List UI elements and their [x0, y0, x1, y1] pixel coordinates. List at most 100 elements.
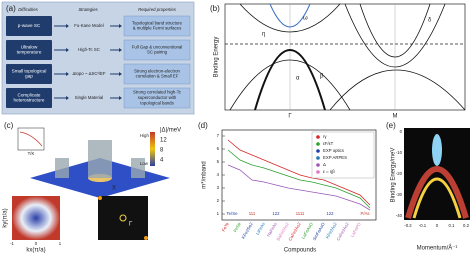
compound-label: KFe2Se2 [241, 221, 255, 240]
band-alpha [254, 49, 326, 111]
arrow-head [119, 72, 122, 76]
legend-label: Δ [323, 162, 326, 167]
x-tick-label: Γ [288, 114, 292, 120]
y-axis-label: ky(π/a) [3, 208, 9, 227]
gap-tick: 8 [160, 148, 164, 154]
group-label: 122 [272, 211, 280, 216]
difficulty-box [6, 64, 52, 84]
property-text: Full Gap & unconventional SC pairing [132, 44, 182, 54]
band-beta [229, 59, 351, 111]
gap-tick: 12 [160, 138, 167, 144]
property-box [123, 87, 191, 109]
property-text: Strong correlated high-Tc superconductor … [133, 90, 182, 106]
colorbar-label: High [140, 133, 149, 138]
column-header: Difficulties [18, 7, 38, 12]
property-box [123, 15, 191, 37]
column-header: Strategies [78, 7, 98, 12]
group-label: 1111 [296, 211, 305, 216]
fermi-pocket [119, 214, 127, 222]
trend-line [227, 164, 371, 211]
x-axis-label: Momentum/Å⁻¹ [417, 245, 458, 252]
band-eta [239, 3, 341, 33]
arrow-head [66, 96, 69, 100]
compound-label: LaFePO [350, 221, 363, 238]
legend-marker [316, 163, 320, 167]
panel-e: (e) Binding Energy/meV Momentum/Å⁻¹ [386, 121, 470, 252]
legend-marker [316, 149, 320, 153]
band-label: α [296, 76, 300, 82]
fermi-pocket [98, 196, 102, 200]
fermi-pocket [144, 236, 148, 240]
band-delta-2 [359, 3, 431, 58]
colorbar [150, 132, 155, 166]
arrow-head [66, 48, 69, 52]
arpes-band [412, 177, 462, 219]
y-tick-label: 2 [217, 198, 220, 203]
column-header: Required properties [138, 7, 177, 12]
legend-marker [316, 135, 320, 139]
panel-b: (b) Binding Energy Γ M ω η δ α β [210, 3, 466, 120]
difficulty-box [6, 88, 52, 108]
x-axis-label: Compounds [284, 248, 316, 254]
y-tick-label: 1 [217, 211, 220, 216]
gap-cylinder [131, 158, 145, 178]
inset [17, 127, 45, 151]
y-tick-label: -30 [396, 192, 403, 197]
arrow-head [119, 24, 122, 28]
inset-curve [19, 131, 43, 147]
group-label: P/As [360, 211, 369, 216]
band-delta [344, 3, 446, 68]
y-tick-label: 4 [217, 172, 220, 177]
band-omega [269, 3, 311, 28]
arrow-head [66, 72, 69, 76]
arrow-head [119, 96, 122, 100]
compound-label: FeTe [221, 221, 230, 232]
group-label: Te/Se [227, 211, 239, 216]
panel-c: (c) |Δ|/meV 12 8 4 High Low T/K X ky(π/a… [3, 121, 182, 253]
x-tick-label: 1 [59, 241, 62, 246]
panel-label: (a) [6, 4, 16, 13]
y-axis-label: m*/mband [202, 161, 208, 188]
gap-axis-label: |Δ|/meV [160, 128, 181, 134]
legend-marker [316, 156, 320, 160]
difficulty-text: Small topological gap [12, 69, 47, 79]
y-tick-label: 0 [400, 129, 403, 134]
x-axis-label: kx(π/a) [26, 248, 45, 254]
legend-label: EXP ARPES [323, 155, 347, 160]
x-tick-label: 0 [35, 241, 38, 246]
panel-label: (b) [210, 4, 220, 13]
property-box [123, 39, 191, 61]
difficulty-box [6, 16, 52, 36]
y-tick-label: -20 [396, 171, 403, 176]
difficulty-text: Ultralow temperature [17, 45, 42, 55]
arrow-head [119, 48, 122, 52]
legend-label: EXP optics [323, 148, 344, 153]
band-label: β [320, 74, 324, 80]
gap-cylinder [88, 140, 112, 178]
band-label: η [262, 32, 265, 38]
compound-label: NaFeAs [266, 222, 278, 238]
difficulty-text: p-wave SC [18, 23, 41, 28]
inset-x-label: T/K [28, 151, 35, 156]
panel-d: (d) m*/mband Compounds [198, 121, 377, 254]
legend-marker [316, 142, 320, 146]
property-box [123, 63, 191, 85]
gamma-label: Γ [129, 222, 133, 228]
strategy-text: Fu-Kane Model [74, 23, 103, 28]
difficulty-text: Complicate heterostructure [14, 93, 45, 103]
y-axis-label: Binding Energy/meV [391, 148, 397, 203]
y-tick-label: 3 [217, 185, 220, 190]
legend-label: rγ [323, 134, 327, 139]
difficulty-box [6, 40, 52, 60]
legend-label: ε = ηβ [323, 169, 335, 174]
y-axis-label: Binding Energy [214, 37, 220, 78]
panel-label: (d) [198, 121, 208, 130]
colorbar-label: Low [140, 161, 149, 166]
x-tick-label: 0.2 [463, 223, 470, 228]
legend [311, 131, 375, 179]
x-tick-label: -0.2 [404, 223, 412, 228]
x-tick-label: 0 [436, 223, 439, 228]
panel-label: (c) [4, 121, 14, 130]
arpes-spot [432, 134, 442, 166]
